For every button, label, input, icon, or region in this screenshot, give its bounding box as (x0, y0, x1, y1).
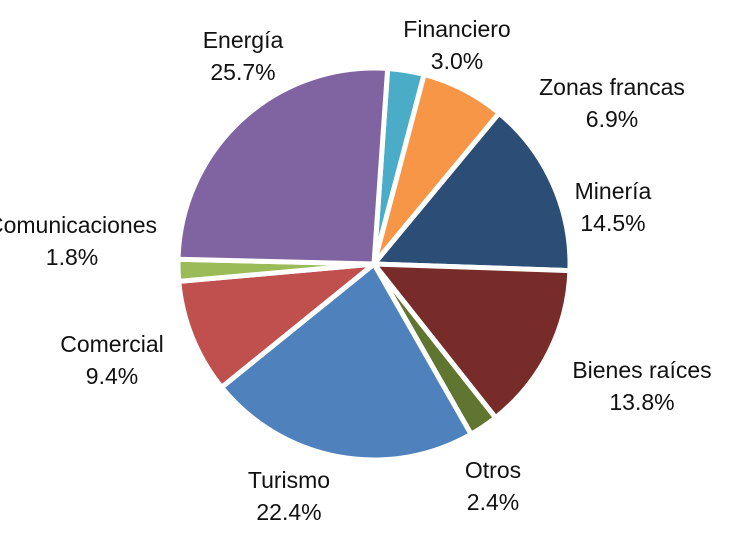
label-comunicaciones: Comunicaciones 1.8% (0, 212, 157, 270)
slice-name: Turismo (248, 467, 330, 493)
slice-mineria (371, 110, 573, 274)
slice-bienes-raices (371, 261, 573, 421)
slice-energia (175, 65, 391, 267)
slice-name: Bienes raíces (572, 357, 711, 383)
slice-value: 25.7% (210, 59, 275, 85)
slice-value: 13.8% (609, 389, 674, 415)
slice-value: 22.4% (256, 499, 321, 525)
label-mineria: Minería 14.5% (575, 178, 652, 236)
slice-value: 14.5% (580, 210, 645, 236)
slice-name: Energía (203, 27, 284, 53)
label-energia: Energía 25.7% (203, 27, 284, 85)
label-financiero: Financiero 3.0% (403, 16, 510, 74)
slice-value: 1.8% (46, 244, 98, 270)
slice-turismo (219, 261, 474, 463)
slice-name: Zonas francas (539, 74, 685, 100)
slice-value: 3.0% (431, 48, 483, 74)
label-otros: Otros 2.4% (465, 457, 521, 515)
label-bienes-raices: Bienes raíces 13.8% (572, 357, 711, 415)
slice-name: Financiero (403, 16, 510, 42)
slice-value: 2.4% (467, 489, 519, 515)
slice-name: Comunicaciones (0, 212, 157, 238)
slice-comercial (176, 261, 377, 390)
slice-value: 9.4% (86, 363, 138, 389)
label-comercial: Comercial 9.4% (60, 331, 164, 389)
slice-name: Minería (575, 178, 652, 204)
slice-name: Comercial (60, 331, 164, 357)
label-zonas-francas: Zonas francas 6.9% (539, 74, 685, 132)
slice-value: 6.9% (586, 106, 638, 132)
slice-name: Otros (465, 457, 521, 483)
label-turismo: Turismo 22.4% (248, 467, 330, 525)
